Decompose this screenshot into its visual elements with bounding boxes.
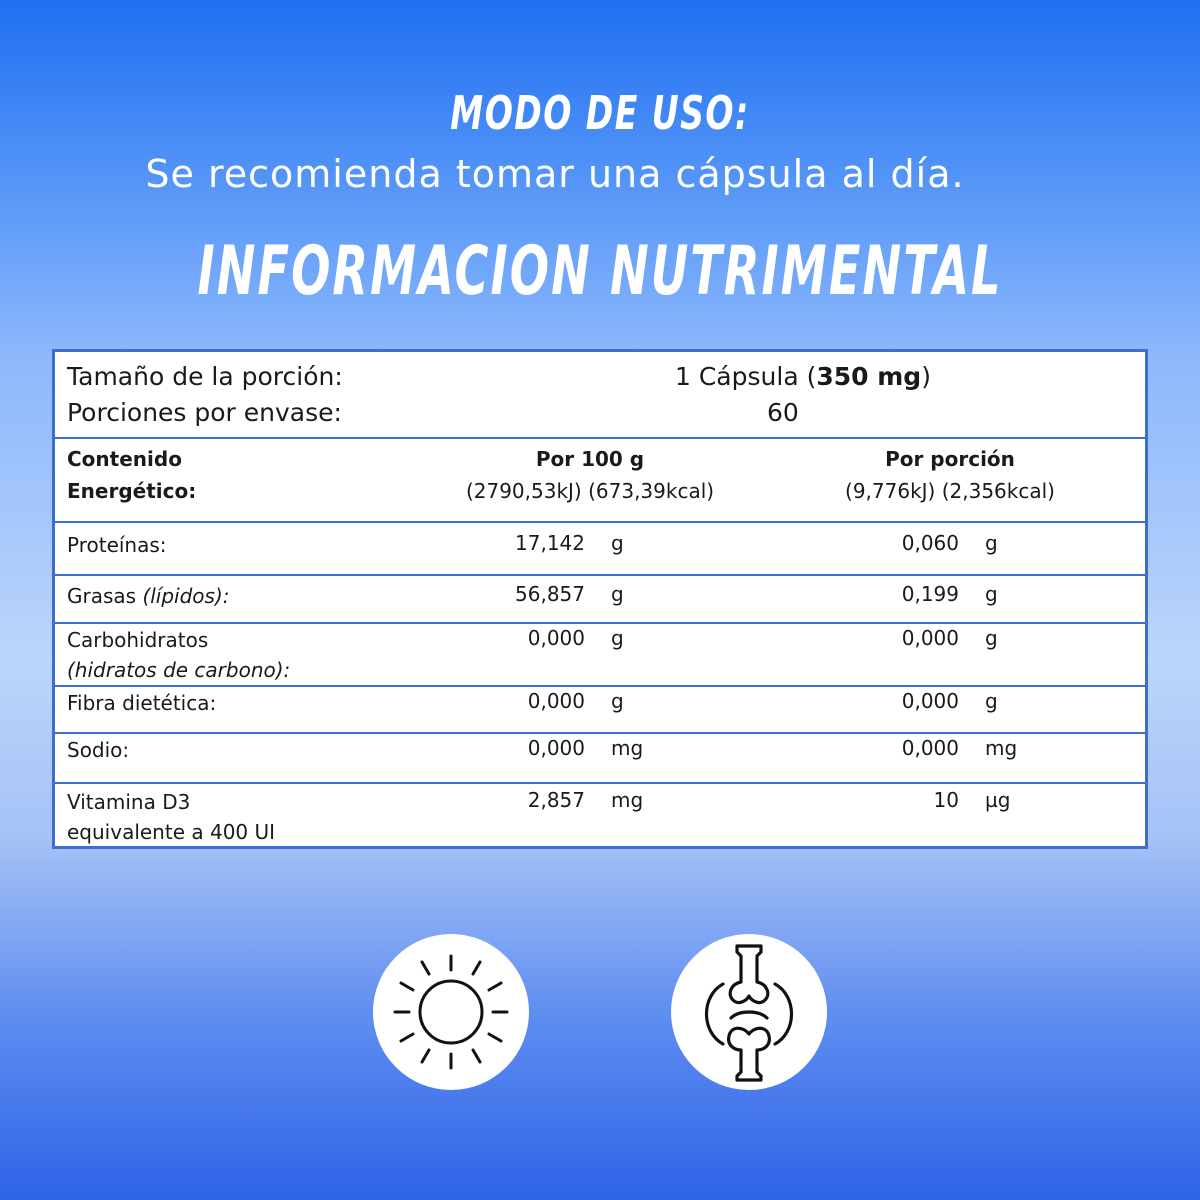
per100-unit: g bbox=[611, 582, 624, 606]
table-row: Grasas (lípidos): 56,857 g 0,199 g bbox=[55, 576, 1145, 624]
col1-energy: (2790,53kJ) (673,39kcal) bbox=[465, 479, 715, 503]
serving-row: Tamaño de la porción: 1 Cápsula (350 mg)… bbox=[55, 352, 1145, 439]
table-row: Sodio: 0,000 mg 0,000 mg bbox=[55, 734, 1145, 784]
serving-size-prefix: 1 Cápsula ( bbox=[675, 362, 817, 391]
serving-size-value: 1 Cápsula (350 mg) bbox=[675, 362, 931, 391]
nutrient-name: Sodio: bbox=[67, 738, 130, 762]
nutrient-name: Grasas (lípidos): bbox=[67, 582, 230, 611]
per100-value: 56,857 bbox=[515, 582, 585, 606]
joint-icon bbox=[704, 944, 794, 1082]
joint-badge bbox=[671, 934, 827, 1090]
nutrient-name-line2: equivalente a 400 UI bbox=[67, 820, 276, 844]
table-row: Vitamina D3 equivalente a 400 UI 2,857 m… bbox=[55, 784, 1145, 846]
per-serving-value: 0,000 bbox=[901, 736, 959, 760]
per100-unit: mg bbox=[611, 788, 644, 812]
table-row: Proteínas: 17,142 g 0,060 g bbox=[55, 523, 1145, 576]
nutrient-name-text: Grasas bbox=[67, 584, 143, 608]
per-serving-value: 10 bbox=[933, 788, 959, 812]
nutrition-title: INFORMACION NUTRIMENTAL bbox=[197, 232, 1003, 311]
table-row: Fibra dietética: 0,000 g 0,000 g bbox=[55, 687, 1145, 734]
per-serving-value: 0,199 bbox=[901, 582, 959, 606]
per-serving-unit: mg bbox=[985, 736, 1018, 760]
serving-size-label: Tamaño de la porción: bbox=[67, 362, 343, 391]
nutrient-name-italic: (hidratos de carbono): bbox=[67, 658, 291, 682]
serving-size-suffix: ) bbox=[921, 362, 931, 391]
per-serving-value: 0,060 bbox=[901, 531, 959, 555]
col2-energy: (9,776kJ) (2,356kcal) bbox=[845, 479, 1055, 503]
nutrition-table: Tamaño de la porción: 1 Cápsula (350 mg)… bbox=[52, 349, 1148, 849]
energy-label-line2: Energético: bbox=[67, 479, 197, 503]
per100-unit: g bbox=[611, 626, 624, 650]
per100-unit: g bbox=[611, 689, 624, 713]
per100-value: 2,857 bbox=[527, 788, 585, 812]
servings-label: Porciones por envase: bbox=[67, 398, 342, 427]
nutrient-name: Fibra dietética: bbox=[67, 691, 217, 715]
per100-unit: g bbox=[611, 531, 624, 555]
nutrient-name-italic: (lípidos): bbox=[142, 584, 230, 608]
per-serving-value: 0,000 bbox=[901, 689, 959, 713]
table-row: Carbohidratos (hidratos de carbono): 0,0… bbox=[55, 624, 1145, 687]
usage-title: MODO DE USO: bbox=[450, 86, 750, 140]
per-serving-unit: g bbox=[985, 531, 998, 555]
per100-unit: mg bbox=[611, 736, 644, 760]
per-serving-value: 0,000 bbox=[901, 626, 959, 650]
per-serving-unit: g bbox=[985, 689, 998, 713]
per100-value: 0,000 bbox=[527, 736, 585, 760]
nutrient-name: Proteínas: bbox=[67, 533, 167, 557]
per-serving-unit: g bbox=[985, 626, 998, 650]
per100-value: 0,000 bbox=[527, 689, 585, 713]
per-serving-unit: µg bbox=[985, 788, 1011, 812]
col1-header: Por 100 g bbox=[535, 447, 645, 471]
col2-header: Por porción bbox=[885, 447, 1015, 471]
nutrient-name: Vitamina D3 bbox=[67, 790, 191, 814]
servings-value: 60 bbox=[767, 398, 799, 427]
per100-value: 0,000 bbox=[527, 626, 585, 650]
energy-header-row: Contenido Energético: Por 100 g (2790,53… bbox=[55, 439, 1145, 523]
energy-label-line1: Contenido bbox=[67, 447, 182, 471]
per100-value: 17,142 bbox=[515, 531, 585, 555]
per-serving-unit: g bbox=[985, 582, 998, 606]
usage-text: Se recomienda tomar una cápsula al día. bbox=[145, 152, 965, 196]
serving-size-bold: 350 mg bbox=[816, 362, 922, 391]
nutrient-name: Carbohidratos bbox=[67, 628, 209, 652]
sun-icon bbox=[393, 954, 509, 1070]
sun-badge bbox=[373, 934, 529, 1090]
